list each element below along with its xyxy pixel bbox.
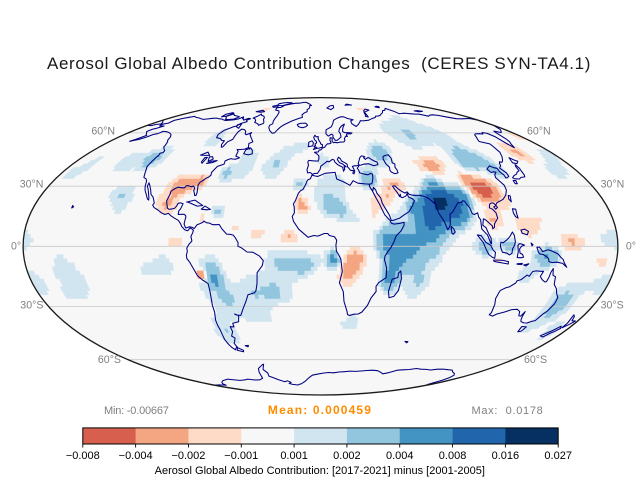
svg-text:Aerosol Global Albedo Contribu: Aerosol Global Albedo Contribution: [201… bbox=[155, 465, 485, 477]
svg-text:−0.008: −0.008 bbox=[66, 450, 100, 462]
svg-text:0.002: 0.002 bbox=[333, 450, 361, 462]
svg-text:60°S: 60°S bbox=[524, 354, 547, 366]
svg-text:−0.002: −0.002 bbox=[171, 450, 205, 462]
svg-text:0.001: 0.001 bbox=[280, 450, 308, 462]
svg-text:0°: 0° bbox=[11, 241, 21, 253]
svg-text:0.027: 0.027 bbox=[544, 450, 572, 462]
svg-text:0.008: 0.008 bbox=[439, 450, 467, 462]
svg-text:60°N: 60°N bbox=[527, 125, 551, 137]
svg-text:30°S: 30°S bbox=[601, 300, 624, 312]
svg-text:−0.001: −0.001 bbox=[224, 450, 258, 462]
svg-text:60°N: 60°N bbox=[91, 125, 115, 137]
svg-text:−0.004: −0.004 bbox=[119, 450, 153, 462]
svg-text:Mean: 0.000459: Mean: 0.000459 bbox=[268, 403, 372, 417]
svg-text:Min: -0.00667: Min: -0.00667 bbox=[104, 405, 169, 417]
svg-text:0°: 0° bbox=[626, 241, 636, 253]
svg-text:60°S: 60°S bbox=[98, 354, 121, 366]
svg-text:30°S: 30°S bbox=[20, 300, 43, 312]
svg-text:30°N: 30°N bbox=[601, 179, 625, 191]
svg-text:0.016: 0.016 bbox=[492, 450, 520, 462]
svg-text:0.004: 0.004 bbox=[386, 450, 414, 462]
svg-text:30°N: 30°N bbox=[20, 179, 44, 191]
svg-text:Max: 0.0178: Max: 0.0178 bbox=[472, 405, 544, 417]
svg-text:Aerosol Global Albedo Contribu: Aerosol Global Albedo Contribution Chang… bbox=[47, 54, 591, 73]
